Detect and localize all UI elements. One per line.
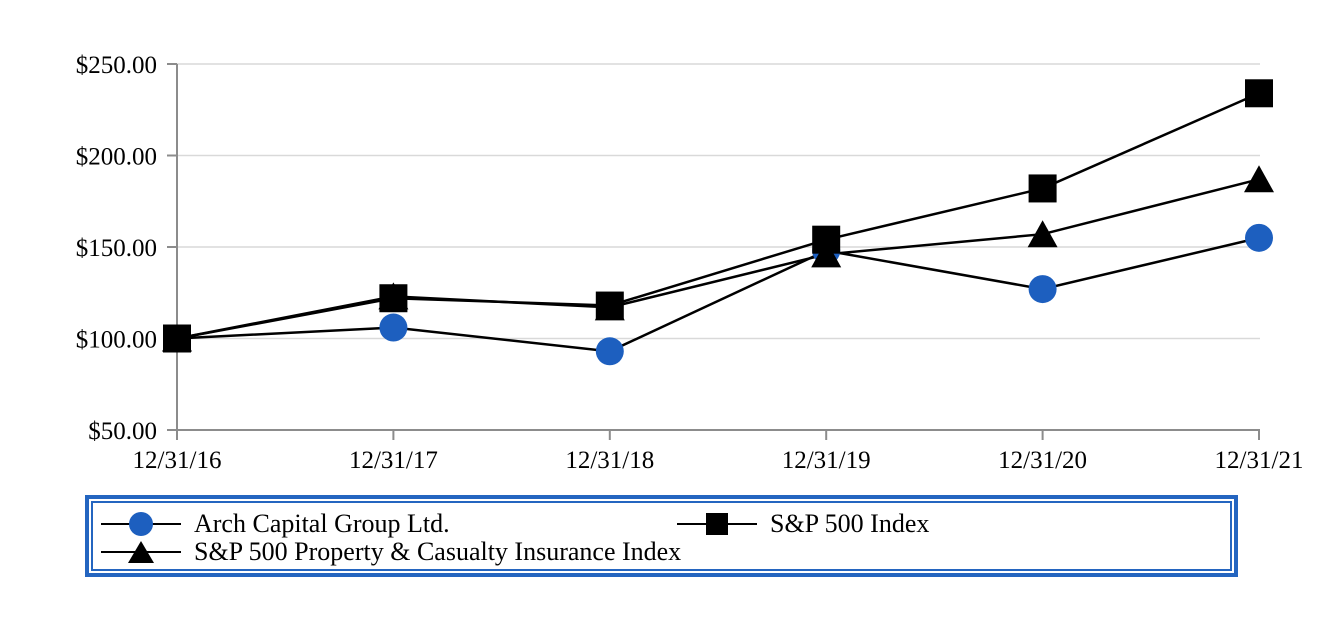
legend-label-sp500: S&P 500 Index	[770, 509, 930, 538]
y-axis-tick-label: $200.00	[76, 144, 157, 171]
data-point-square	[379, 284, 408, 313]
data-point-circle	[1245, 223, 1273, 252]
legend-label-pc-insurance: S&P 500 Property & Casualty Insurance In…	[194, 537, 682, 566]
x-axis-tick-label: 12/31/18	[565, 447, 654, 474]
y-axis-tick-label: $150.00	[76, 235, 157, 262]
x-axis-tick-label: 12/31/19	[782, 447, 871, 474]
x-axis-tick-label: 12/31/21	[1215, 447, 1304, 474]
data-point-circle	[379, 313, 408, 342]
series-line	[176, 92, 1260, 340]
circle-marker-icon	[129, 512, 153, 536]
series-line	[176, 178, 1260, 340]
x-axis-tick-label: 12/31/20	[998, 447, 1087, 474]
data-point-triangle	[1027, 220, 1058, 248]
x-axis-tick-label: 12/31/16	[133, 447, 222, 474]
performance-chart-area: $250.00 $200.00 $150.00 $100.00 $50.00 12/31/…	[76, 52, 1304, 474]
data-point-square	[812, 225, 841, 254]
legend-line-sample	[101, 538, 181, 566]
legend-line-sample	[101, 510, 181, 538]
y-axis-tick-label: $100.00	[76, 327, 157, 354]
chart-legend: Arch Capital Group Ltd. S&P 500 Index S&…	[85, 495, 1238, 577]
legend-item-arch-capital: Arch Capital Group Ltd.	[101, 510, 450, 538]
data-point-triangle	[1244, 165, 1274, 193]
data-point-circle	[595, 337, 624, 366]
legend-line-sample	[677, 510, 757, 538]
chart-legend-inner-border: Arch Capital Group Ltd. S&P 500 Index S&…	[91, 501, 1232, 571]
y-axis-tick-label: $250.00	[76, 52, 157, 79]
data-point-square	[1028, 174, 1057, 203]
data-point-square	[163, 324, 191, 353]
y-axis-tick-label: $50.00	[88, 418, 157, 445]
x-axis-tick-label: 12/31/17	[349, 447, 438, 474]
data-point-triangle	[811, 240, 842, 268]
performance-chart: $250.00$200.00$150.00$100.00$50.0012/31/…	[76, 52, 1304, 474]
series-line	[176, 236, 1260, 353]
legend-item-pc-insurance: S&P 500 Property & Casualty Insurance In…	[101, 538, 681, 566]
triangle-marker-icon	[128, 541, 154, 563]
legend-item-sp500: S&P 500 Index	[677, 510, 929, 538]
legend-label-arch-capital: Arch Capital Group Ltd.	[194, 509, 450, 538]
data-point-square	[595, 291, 624, 320]
data-point-circle	[1028, 275, 1057, 304]
data-point-square	[1245, 79, 1273, 108]
square-marker-icon	[706, 513, 728, 535]
